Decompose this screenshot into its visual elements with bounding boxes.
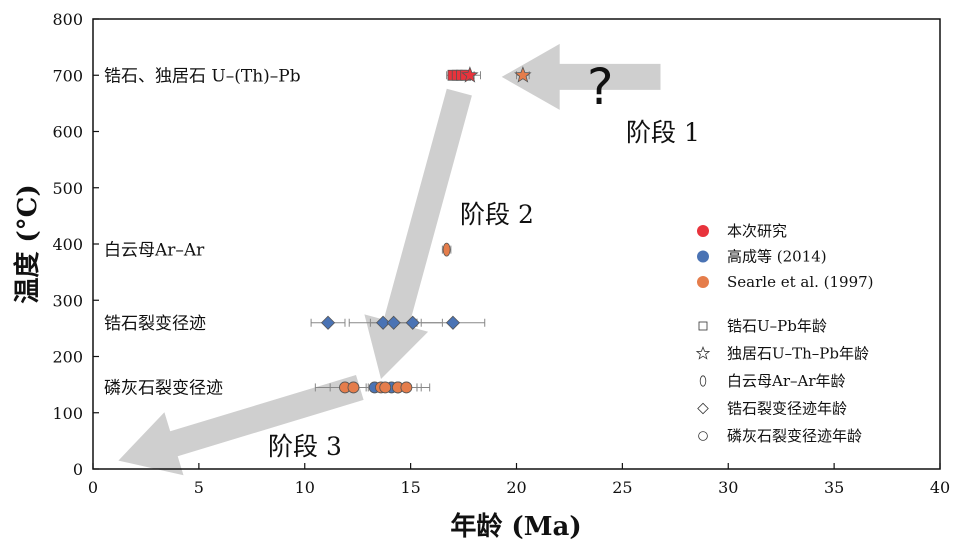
y-tick-label: 400	[52, 235, 83, 254]
data-point-diamond-4-2	[386, 315, 401, 330]
arrow-stage-2	[364, 88, 472, 379]
y-tick-label: 700	[52, 66, 83, 85]
category-label: 锆石裂变径迹	[104, 314, 206, 334]
data-point-star-2-0	[514, 66, 532, 83]
data-point-diamond-4-3	[405, 315, 420, 330]
y-tick-label: 0	[73, 460, 83, 479]
legend-source-label: 高成等 (2014)	[727, 248, 827, 266]
legend-circle-marker	[698, 431, 708, 441]
x-tick-label: 15	[400, 478, 420, 497]
legend-diamond-marker	[697, 402, 709, 415]
legend-shape-label: 白云母Ar–Ar年龄	[727, 372, 846, 390]
category-label: 白云母Ar–Ar	[104, 241, 205, 261]
x-tick-label: 35	[824, 478, 844, 497]
legend-source-marker-0	[697, 225, 709, 237]
y-tick-label: 600	[52, 123, 83, 142]
category-label: 锆石、独居石 U–(Th)–Pb	[104, 66, 301, 86]
legend-shape-label: 独居石U–Th–Pb年龄	[727, 345, 869, 363]
legend-shape-label: 锆石裂变径迹年龄	[727, 400, 847, 418]
legend-star-marker	[695, 345, 711, 360]
y-tick-label: 100	[52, 404, 83, 423]
data-point-circle-6-3	[379, 381, 392, 394]
stage-2-label: 阶段 2	[460, 200, 534, 229]
y-tick-label: 500	[52, 179, 83, 198]
y-axis-title: 温度 (°C)	[12, 184, 43, 303]
stage-1-label: 阶段 1	[626, 118, 700, 147]
x-tick-label: 5	[194, 478, 204, 497]
x-tick-label: 25	[612, 478, 632, 497]
data-point-diamond-4-1	[376, 315, 391, 330]
x-axis-title: 年龄 (Ma)	[450, 511, 581, 542]
legend-shape-label: 磷灰石裂变径迹年龄	[727, 427, 862, 445]
stage-3-label: 阶段 3	[268, 432, 342, 461]
x-tick-label: 0	[88, 478, 98, 497]
legend-source-label: 本次研究	[727, 222, 787, 240]
y-tick-label: 200	[52, 348, 83, 367]
data-point-ellipse-3-0	[442, 242, 451, 257]
arrow-stage-3	[118, 375, 364, 476]
legend-square-marker	[698, 321, 708, 331]
data-point-circle-6-1	[347, 381, 360, 394]
legend-source-marker-2	[697, 276, 709, 288]
arrow-stage-1	[501, 43, 661, 110]
y-tick-label: 300	[52, 291, 83, 310]
question-mark: ?	[587, 58, 614, 116]
data-point-circle-6-5	[400, 381, 413, 394]
x-tick-label: 10	[295, 478, 315, 497]
category-label: 磷灰石裂变径迹	[104, 378, 223, 398]
data-points	[320, 66, 532, 394]
x-tick-label: 40	[930, 478, 950, 497]
legend-shape-label: 锆石U–Pb年龄	[727, 317, 827, 335]
cooling-path-arrows	[118, 43, 661, 476]
legend-source-marker-1	[697, 250, 709, 263]
y-tick-label: 800	[52, 10, 83, 29]
legend-source-label: Searle et al. (1997)	[727, 273, 874, 291]
y-axis: 0 100 200 300 400 500 600 700 800	[52, 10, 99, 479]
x-tick-label: 20	[506, 478, 526, 497]
x-tick-label: 30	[718, 478, 738, 497]
x-axis: 0 5 10 15 20 25 30 35 40	[88, 463, 950, 497]
data-point-star-1-0	[461, 66, 479, 83]
data-point-diamond-4-0	[320, 315, 336, 330]
legend-ellipse-marker	[699, 375, 707, 387]
data-point-diamond-4-4	[445, 315, 461, 330]
